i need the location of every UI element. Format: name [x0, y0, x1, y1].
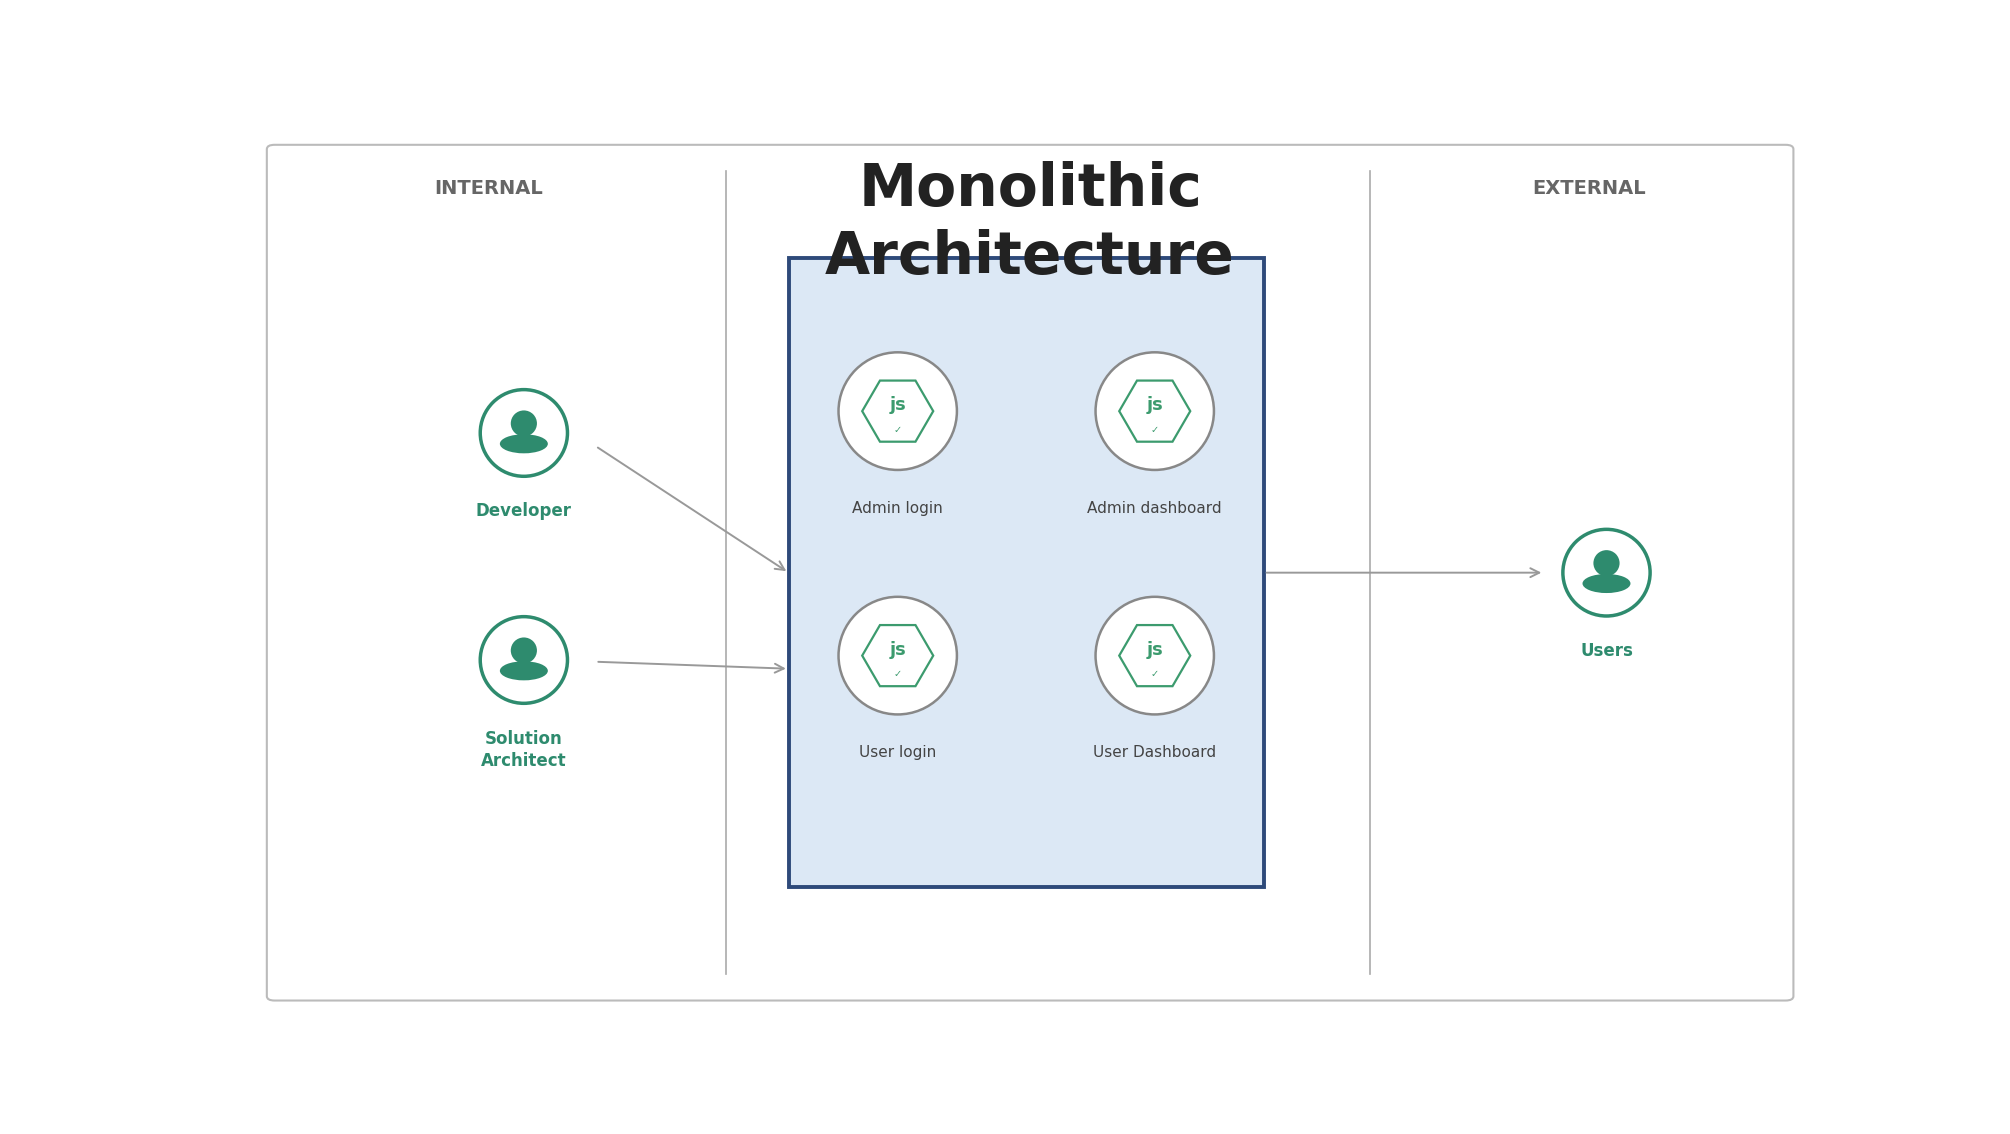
Ellipse shape	[838, 353, 957, 469]
Ellipse shape	[1594, 550, 1620, 576]
Text: js: js	[888, 641, 907, 659]
Bar	[788, 259, 1264, 887]
Text: Solution
Architect: Solution Architect	[480, 729, 567, 770]
Ellipse shape	[511, 411, 537, 437]
Text: User Dashboard: User Dashboard	[1093, 745, 1216, 760]
Text: js: js	[1146, 641, 1164, 659]
Ellipse shape	[1564, 530, 1650, 616]
Ellipse shape	[511, 637, 537, 663]
Ellipse shape	[1095, 353, 1214, 469]
Text: EXTERNAL: EXTERNAL	[1532, 179, 1646, 198]
Text: js: js	[1146, 396, 1164, 414]
Text: Admin login: Admin login	[852, 500, 943, 516]
Text: Users: Users	[1580, 642, 1632, 660]
Text: User login: User login	[858, 745, 937, 760]
Text: INTERNAL: INTERNAL	[434, 179, 543, 198]
Text: Monolithic
Architecture: Monolithic Architecture	[826, 161, 1234, 286]
Text: ✓: ✓	[894, 425, 902, 435]
Text: js: js	[888, 396, 907, 414]
Ellipse shape	[500, 434, 549, 454]
Ellipse shape	[480, 617, 567, 703]
Ellipse shape	[500, 661, 549, 680]
Text: ✓: ✓	[1150, 425, 1160, 435]
Text: ✓: ✓	[894, 669, 902, 679]
FancyBboxPatch shape	[267, 145, 1793, 1000]
Ellipse shape	[1095, 596, 1214, 714]
Ellipse shape	[480, 390, 567, 476]
Text: Admin dashboard: Admin dashboard	[1087, 500, 1222, 516]
Text: Developer: Developer	[476, 502, 573, 521]
Text: ✓: ✓	[1150, 669, 1160, 679]
Ellipse shape	[1582, 574, 1630, 593]
Ellipse shape	[838, 596, 957, 714]
